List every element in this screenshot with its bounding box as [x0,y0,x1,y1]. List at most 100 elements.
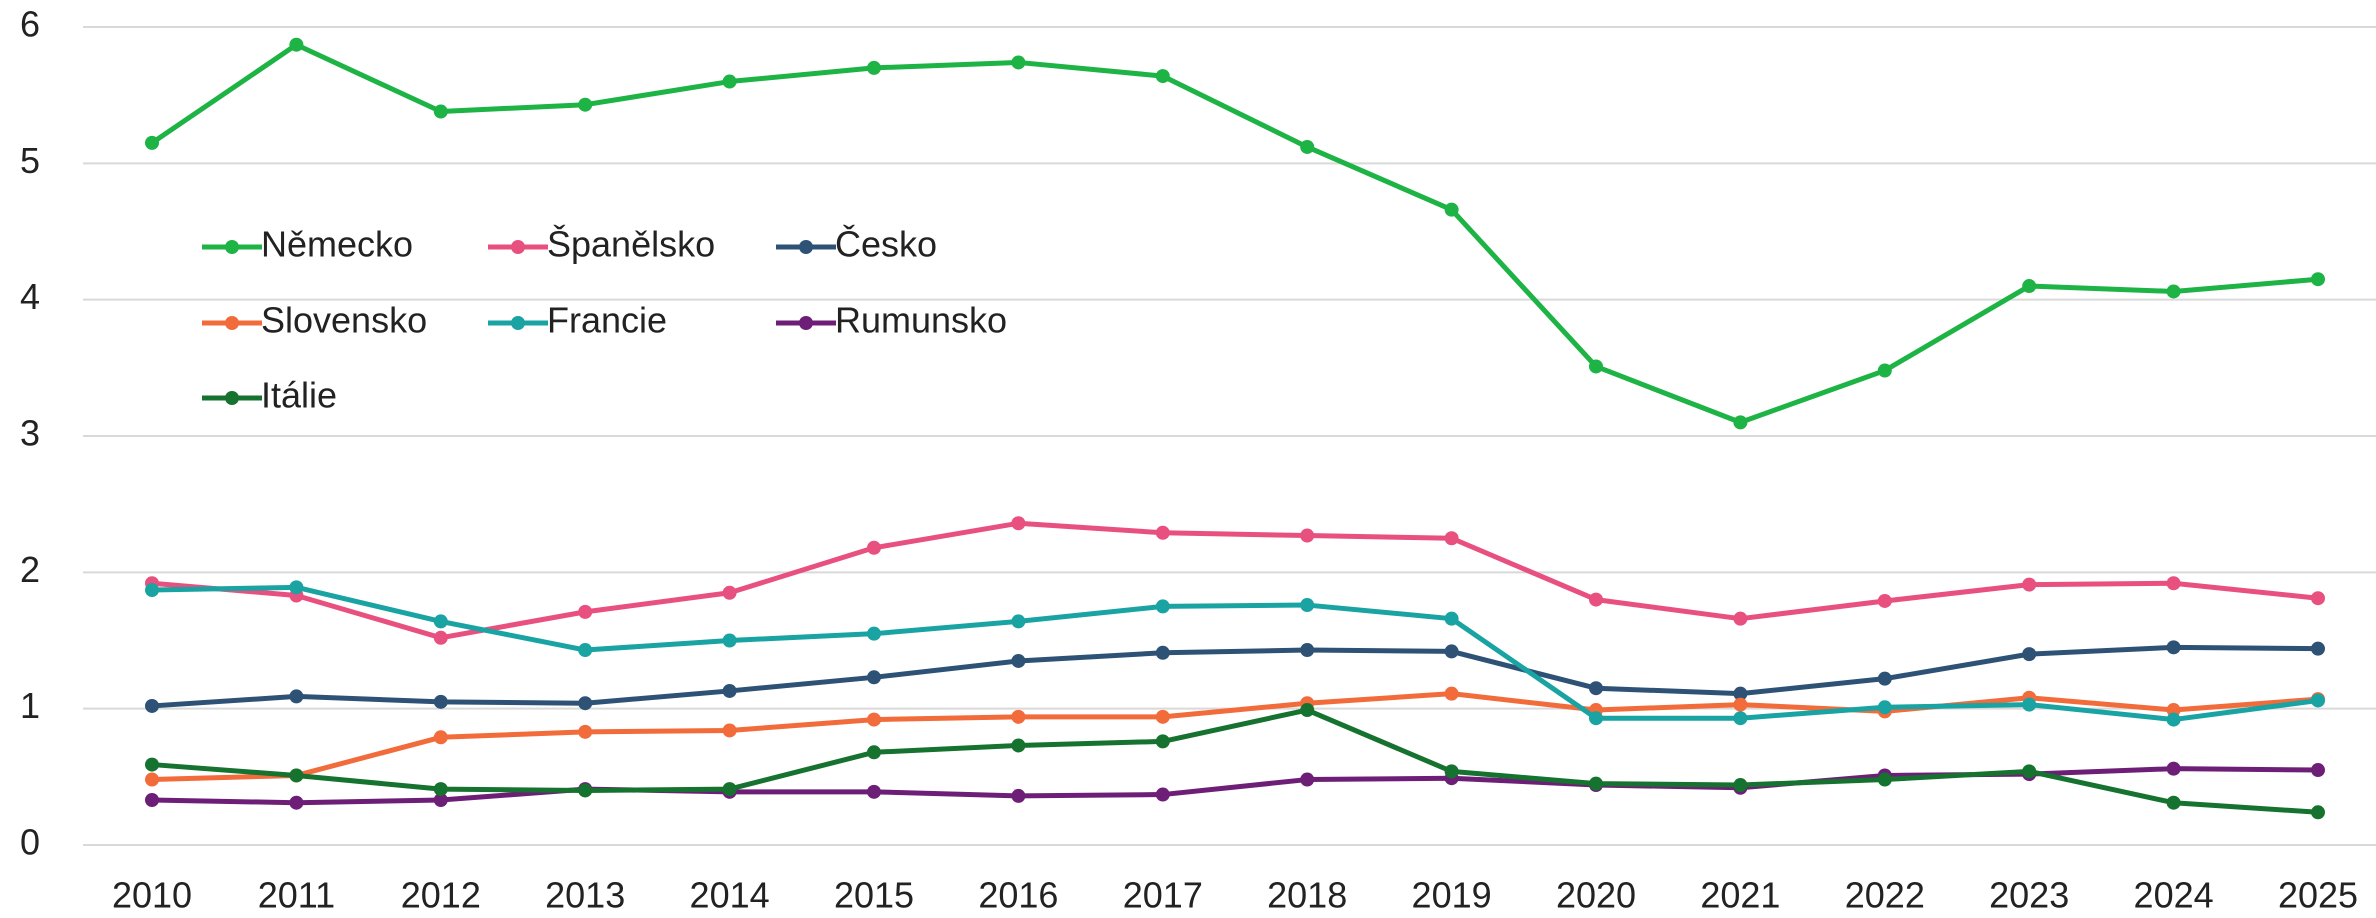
series-line [151,707,2319,815]
x-tick-label: 2014 [690,875,770,916]
y-tick-label: 0 [20,822,40,863]
data-point [578,97,593,112]
data-point [1300,703,1315,718]
data-point [2166,576,2181,591]
legend-marker [225,240,239,254]
data-point [1733,686,1748,701]
x-tick-label: 2012 [401,875,481,916]
data-point [145,757,159,772]
data-point [1155,599,1170,614]
data-point [722,683,737,698]
data-point [1011,55,1026,70]
data-point [433,694,448,709]
series-line [151,584,2319,723]
data-point [289,768,304,783]
data-point [1300,598,1315,613]
data-point [1444,531,1459,546]
legend-marker [225,316,239,330]
y-tick-label: 4 [20,276,40,317]
data-point [433,730,448,745]
data-point [2311,591,2325,606]
data-point [1877,363,1892,378]
x-tick-label: 2024 [2134,875,2214,916]
data-point [1300,643,1315,658]
data-point [1300,139,1315,154]
data-point [1733,778,1748,793]
data-point [289,37,304,52]
data-point [2166,761,2181,776]
data-point [1733,415,1748,430]
y-tick-label: 1 [20,685,40,726]
data-point [1589,711,1603,726]
data-point [1011,738,1026,753]
series-line [150,42,2319,425]
x-tick-label: 2025 [2278,875,2358,916]
x-tick-label: 2022 [1845,875,1925,916]
data-point [2166,795,2181,810]
x-tick-label: 2016 [978,875,1058,916]
data-point [578,783,593,798]
legend-label: Francie [547,300,667,341]
data-point [578,604,593,619]
data-point [578,643,593,658]
data-point [578,696,593,711]
data-point [145,583,159,598]
data-point [433,630,448,645]
data-point [1877,593,1892,608]
data-point [433,614,448,629]
legend-label: Slovensko [261,300,427,341]
data-point [722,74,737,89]
data-point [1877,671,1892,686]
y-tick-label: 5 [20,140,40,181]
data-point [145,793,159,808]
data-point [433,104,448,119]
data-point [2022,577,2037,592]
data-point [722,723,737,738]
series-line [151,644,2319,709]
data-point [1300,772,1315,787]
legend-marker [799,240,813,254]
data-point [1877,772,1892,787]
x-tick-label: 2013 [545,875,625,916]
data-point [1444,644,1459,659]
data-point [1444,686,1459,701]
data-point [1733,611,1748,626]
legend-label: Česko [835,224,937,265]
data-point [289,689,304,704]
data-point [578,724,593,739]
data-point [1300,528,1315,543]
data-point [1589,681,1603,696]
data-point [433,782,448,797]
data-point [2022,697,2037,712]
data-point [722,633,737,648]
legend-label: Rumunsko [835,300,1007,341]
legend-marker [225,391,239,405]
data-point [2311,805,2325,820]
legend-marker [799,316,813,330]
data-point [867,540,881,555]
data-point [2311,763,2325,778]
data-point [1155,787,1170,802]
data-point [867,626,881,641]
y-tick-label: 2 [20,549,40,590]
data-point [1155,645,1170,660]
data-point [2166,640,2181,655]
data-point [867,712,881,727]
data-point [1011,653,1026,668]
legend-marker [511,240,525,254]
data-point [722,782,737,797]
legend-label: Itálie [261,375,337,416]
data-point [1444,611,1459,626]
data-point [1155,709,1170,724]
data-point [867,745,881,760]
data-point [2022,647,2037,662]
legend-label: Španělsko [547,224,715,265]
x-tick-label: 2011 [258,875,335,916]
data-point [433,793,448,808]
data-point [2311,693,2325,708]
data-point [1155,734,1170,749]
data-point [722,585,737,600]
y-tick-label: 3 [20,413,40,454]
x-tick-label: 2010 [112,875,192,916]
